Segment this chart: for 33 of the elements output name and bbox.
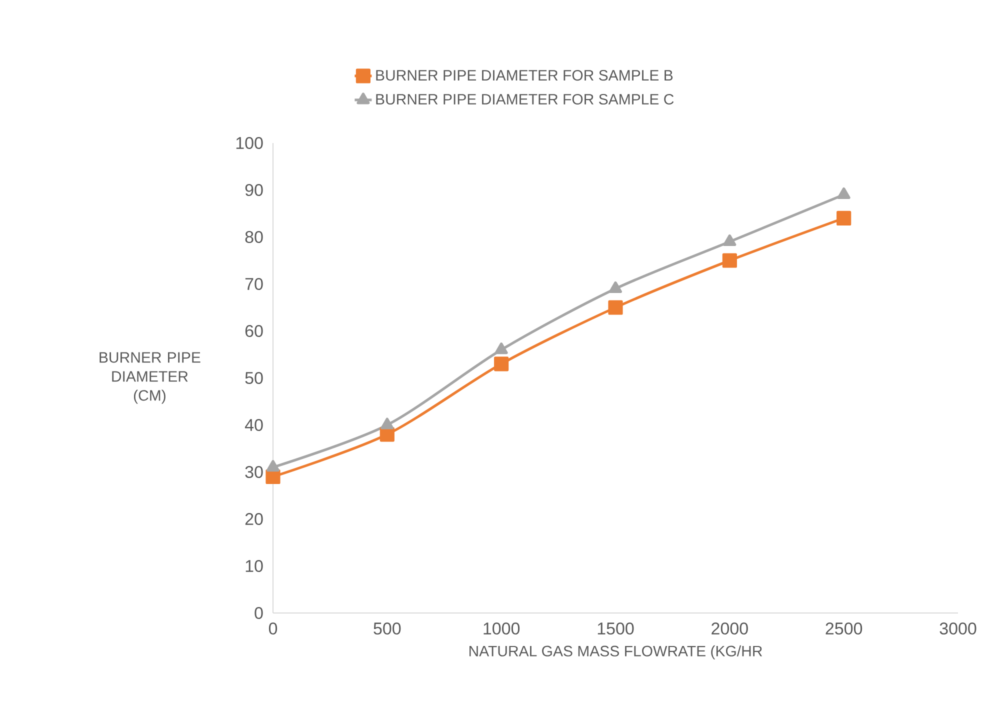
y-tick-label: 0 [254,606,263,620]
x-tick-label: 500 [374,622,401,635]
point [380,418,394,430]
point [836,210,852,226]
y-tick-label: 40 [244,418,263,432]
y-tick-label: 80 [245,230,263,244]
x-tick-label: 1000 [484,622,520,635]
y-tick-label: 90 [245,184,263,196]
point [608,300,623,315]
point [266,469,280,484]
y-tick-label: 30 [245,466,263,478]
y-tick-label: 100 [236,136,263,150]
point [609,281,622,293]
x-tick-label: 1500 [598,622,634,635]
point [722,253,737,268]
point [723,234,736,246]
x-tick-label: 3000 [940,622,976,635]
y-axis-title: BURNER PIPE DIAMETER (CM) [100,352,200,404]
point [494,342,508,354]
legend-label: BURNER PIPE DIAMETER FOR SAMPLE B [376,70,673,81]
point [837,187,850,199]
x-tick-label: 0 [268,622,278,635]
y-tick-label: 50 [245,372,263,384]
point [266,460,280,472]
legend-label: BURNER PIPE DIAMETER FOR SAMPLE C [376,94,674,105]
y-tick-label: 10 [246,560,263,572]
x-tick-label: 2000 [712,622,748,635]
y-tick-label: 20 [245,512,263,526]
point [494,356,509,372]
x-axis-title: NATURAL GAS MASS FLOWRATE (KG/HR [469,645,762,660]
y-tick-label: 70 [245,278,263,290]
x-tick-label: 2500 [826,622,862,635]
y-tick-label: 60 [245,324,263,338]
